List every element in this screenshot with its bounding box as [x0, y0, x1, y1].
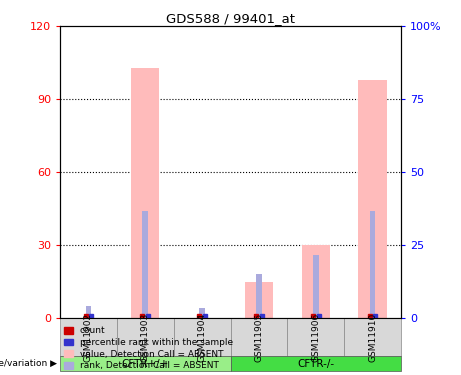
Bar	[230, 356, 401, 371]
Bar	[199, 309, 205, 318]
Bar	[358, 80, 387, 318]
Bar	[60, 318, 117, 356]
Bar	[245, 282, 273, 318]
Bar	[313, 255, 319, 318]
Legend: count, percentile rank within the sample, value, Detection Call = ABSENT, rank, : count, percentile rank within the sample…	[65, 326, 233, 370]
Text: genotype/variation ▶: genotype/variation ▶	[0, 359, 57, 368]
Text: GSM11902: GSM11902	[84, 313, 93, 362]
Bar	[174, 318, 230, 356]
Text: GSM11906: GSM11906	[311, 313, 320, 362]
Text: GSM11905: GSM11905	[254, 313, 263, 362]
Text: GSM11904: GSM11904	[198, 313, 207, 362]
Bar	[287, 318, 344, 356]
Bar	[117, 318, 174, 356]
Bar	[370, 211, 375, 318]
Text: GSM11910: GSM11910	[368, 313, 377, 362]
Text: CFTR+/+: CFTR+/+	[122, 359, 169, 369]
Bar	[230, 318, 287, 356]
Title: GDS588 / 99401_at: GDS588 / 99401_at	[166, 12, 295, 25]
Bar	[142, 211, 148, 318]
Text: GSM11903: GSM11903	[141, 313, 150, 362]
Bar	[344, 318, 401, 356]
Text: CFTR-/-: CFTR-/-	[297, 359, 334, 369]
Bar	[60, 356, 230, 371]
Bar	[131, 68, 160, 318]
Bar	[301, 245, 330, 318]
Bar	[86, 306, 91, 318]
Bar	[256, 274, 262, 318]
